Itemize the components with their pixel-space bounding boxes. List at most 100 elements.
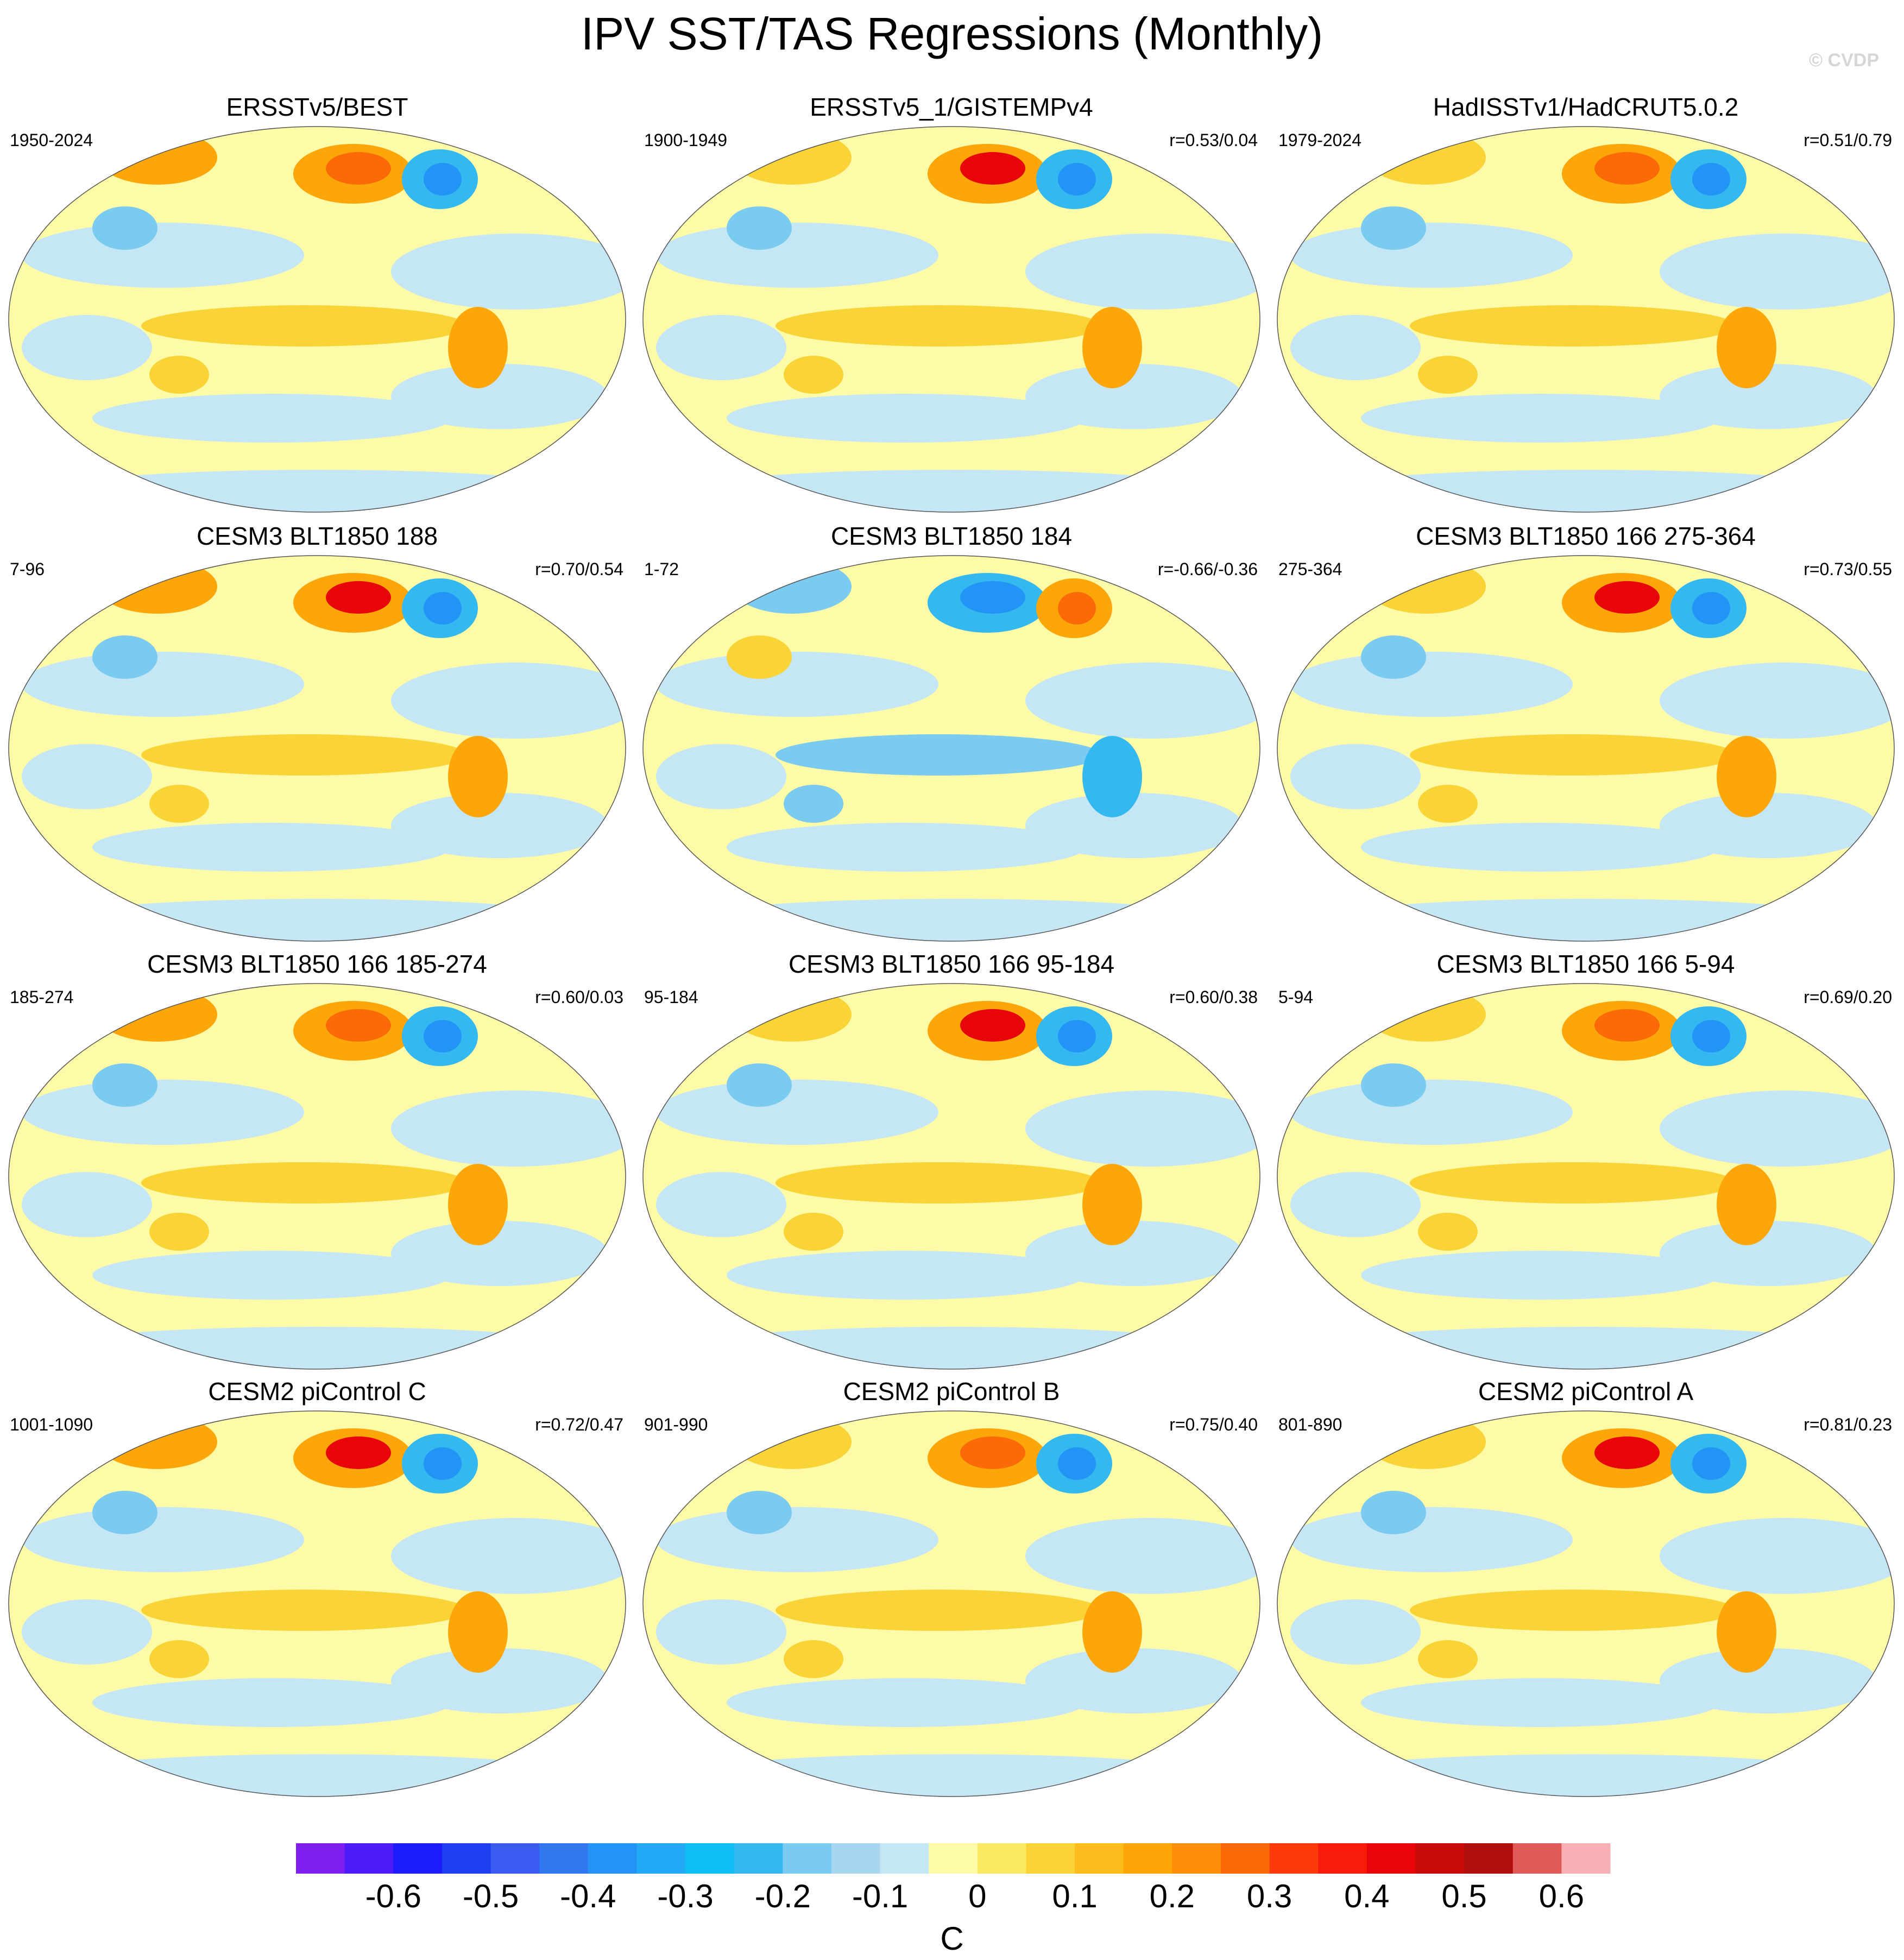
anomaly-region <box>732 987 852 1042</box>
anomaly-region <box>1660 663 1894 739</box>
panel-title: CESM2 piControl A <box>1478 1377 1694 1406</box>
anomaly-region <box>149 785 209 823</box>
anomaly-region <box>149 1640 209 1678</box>
anomaly-region <box>776 1162 1101 1203</box>
anomaly-region <box>1290 1080 1573 1145</box>
map-panel: CESM3 BLT1850 166 5-94 5-94 r=0.69/0.20 <box>1269 949 1903 1378</box>
anomaly-region <box>22 1599 152 1665</box>
panel-title: ERSSTv5/BEST <box>226 93 408 121</box>
anomaly-region <box>1361 394 1719 443</box>
anomaly-region <box>424 163 462 196</box>
panel-correlation: r=0.51/0.79 <box>1804 130 1892 150</box>
colorbar-swatch <box>1561 1843 1611 1874</box>
anomaly-region <box>92 1678 451 1727</box>
anomaly-region <box>326 152 391 185</box>
anomaly-region <box>784 1213 843 1251</box>
anomaly-region <box>1082 736 1142 817</box>
map-plot <box>642 1410 1260 1797</box>
anomaly-region <box>1361 635 1426 679</box>
colorbar-tick-label: 0.2 <box>1150 1878 1195 1914</box>
colorbar-swatch <box>393 1843 443 1874</box>
map-plot <box>8 126 626 513</box>
anomaly-region <box>1410 1162 1736 1203</box>
map-panel: CESM2 piControl A 801-890 r=0.81/0.23 <box>1269 1377 1903 1806</box>
colorbar-swatch <box>296 1843 345 1874</box>
anomaly-region <box>1366 987 1486 1042</box>
anomaly-region <box>46 470 589 512</box>
anomaly-region <box>960 581 1025 614</box>
colorbar-swatch <box>1318 1843 1367 1874</box>
anomaly-region <box>656 1080 938 1145</box>
anomaly-region <box>727 823 1085 872</box>
map-plot <box>642 555 1260 942</box>
anomaly-region <box>448 307 508 388</box>
anomaly-region <box>656 1599 786 1665</box>
anomaly-region <box>98 130 217 185</box>
anomaly-region <box>784 785 843 823</box>
colorbar-swatch <box>1512 1843 1562 1874</box>
anomaly-region <box>1594 1009 1660 1042</box>
colorbar-tick-label: 0.5 <box>1441 1878 1486 1914</box>
colorbar-tick-label: 0.3 <box>1247 1878 1292 1914</box>
colorbar-swatch <box>880 1843 929 1874</box>
anomaly-region <box>1082 1591 1142 1673</box>
colorbar-swatch <box>831 1843 881 1874</box>
anomaly-region <box>1366 130 1486 185</box>
colorbar-swatch <box>1075 1843 1124 1874</box>
anomaly-region <box>1410 734 1736 776</box>
anomaly-region <box>1692 592 1730 625</box>
anomaly-region <box>1660 1091 1894 1167</box>
anomaly-region <box>1025 1648 1243 1713</box>
anomaly-region <box>141 1590 467 1631</box>
anomaly-region <box>1692 163 1730 196</box>
anomaly-region <box>1314 899 1857 941</box>
panel-title: CESM3 BLT1850 184 <box>830 522 1073 550</box>
map-plot <box>8 983 626 1370</box>
anomaly-region <box>1314 1327 1857 1369</box>
colorbar-tick-label: -0.5 <box>463 1878 519 1914</box>
map-plot <box>8 1410 626 1797</box>
anomaly-region <box>1290 744 1421 809</box>
colorbar-unit-label: C <box>940 1920 963 1957</box>
anomaly-region <box>1025 663 1260 739</box>
colorbar-tick-label: -0.4 <box>560 1878 616 1914</box>
panel-title: CESM3 BLT1850 166 185-274 <box>147 950 487 978</box>
anomaly-region <box>960 1009 1025 1042</box>
panel-correlation: r=0.75/0.40 <box>1169 1415 1258 1434</box>
colorbar-swatch <box>734 1843 783 1874</box>
panel-years: 901-990 <box>644 1415 708 1434</box>
panel-years: 801-890 <box>1278 1415 1342 1434</box>
anomaly-region <box>732 130 852 185</box>
anomaly-region <box>92 823 451 872</box>
anomaly-region <box>1314 1754 1857 1797</box>
anomaly-region <box>1594 152 1660 185</box>
panel-title: CESM3 BLT1850 166 5-94 <box>1436 950 1735 978</box>
colorbar-swatch <box>588 1843 637 1874</box>
colorbar-swatch <box>1464 1843 1514 1874</box>
anomaly-region <box>1290 1599 1421 1665</box>
anomaly-region <box>960 152 1025 185</box>
map-border <box>8 126 626 513</box>
anomaly-region <box>424 592 462 625</box>
anomaly-region <box>391 1221 608 1286</box>
anomaly-region <box>448 736 508 817</box>
anomaly-region <box>727 1063 792 1107</box>
anomaly-region <box>1314 470 1857 512</box>
anomaly-region <box>784 1640 843 1678</box>
map-panel: CESM3 BLT1850 166 185-274 185-274 r=0.60/0… <box>0 949 634 1378</box>
panel-title: CESM2 piControl C <box>208 1377 426 1406</box>
anomaly-region <box>1058 1447 1096 1480</box>
map-panel: HadISSTv1/HadCRUT5.0.2 1979-2024 r=0.51/0.… <box>1269 92 1903 521</box>
panel-correlation: r=0.73/0.55 <box>1804 559 1892 579</box>
map-panel: CESM3 BLT1850 166 95-184 95-184 r=0.60/0.3… <box>634 949 1269 1378</box>
anomaly-region <box>92 1063 157 1107</box>
colorbar-swatch <box>1366 1843 1416 1874</box>
anomaly-region <box>391 1518 626 1594</box>
anomaly-region <box>784 356 843 394</box>
panel-years: 275-364 <box>1278 559 1342 579</box>
anomaly-region <box>1418 356 1478 394</box>
map-panel: CESM3 BLT1850 184 1-72 r=-0.66/-0.36 <box>634 521 1269 950</box>
anomaly-region <box>1025 1518 1260 1594</box>
panel-title: CESM3 BLT1850 188 <box>196 522 438 550</box>
anomaly-region <box>326 581 391 614</box>
